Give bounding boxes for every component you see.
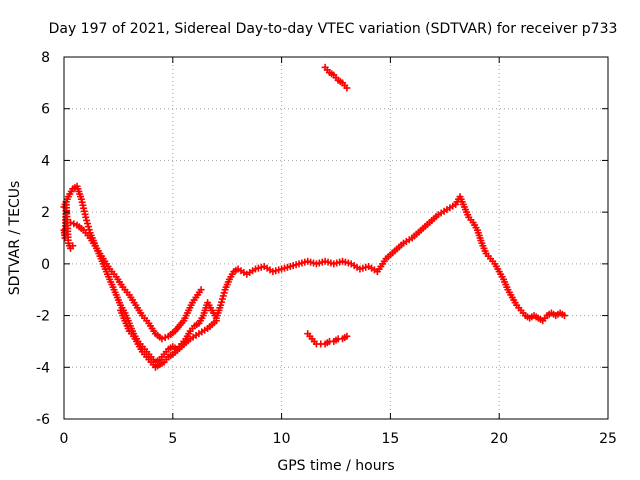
y-tick-label: 4: [41, 153, 50, 169]
y-axis-label: SDTVAR / TECUs: [7, 181, 23, 296]
data-point-fill: [70, 220, 78, 228]
x-tick-label: 5: [168, 431, 177, 447]
x-tick-label: 25: [599, 431, 617, 447]
y-tick-label: 8: [41, 50, 50, 66]
x-tick-label: 0: [60, 431, 69, 447]
x-tick-label: 10: [273, 431, 291, 447]
x-axis-label: GPS time / hours: [277, 458, 394, 474]
x-tick-label: 20: [490, 431, 508, 447]
x-tick-label: 15: [381, 431, 399, 447]
chart-title: Day 197 of 2021, Sidereal Day-to-day VTE…: [49, 21, 618, 37]
grid: [64, 57, 608, 419]
data-point: [69, 242, 77, 250]
y-tick-label: 6: [41, 102, 50, 118]
plot-frame: [63, 56, 609, 420]
y-tick-label: -2: [36, 309, 50, 325]
data-points: [60, 63, 568, 371]
data-point: [343, 84, 351, 92]
axis-ticks: 0 5 10 15 20 25 -6 -4 -2 0 2 4 6 8: [36, 50, 617, 447]
y-tick-label: 2: [41, 205, 50, 221]
y-tick-label: 0: [41, 257, 50, 273]
data-point: [560, 312, 568, 320]
y-tick-label: -4: [36, 360, 50, 376]
data-point-fill: [161, 334, 169, 342]
data-point: [212, 317, 220, 325]
y-tick-label: -6: [36, 412, 50, 428]
data-point: [158, 335, 166, 343]
data-point: [197, 286, 205, 294]
data-point: [343, 332, 351, 340]
